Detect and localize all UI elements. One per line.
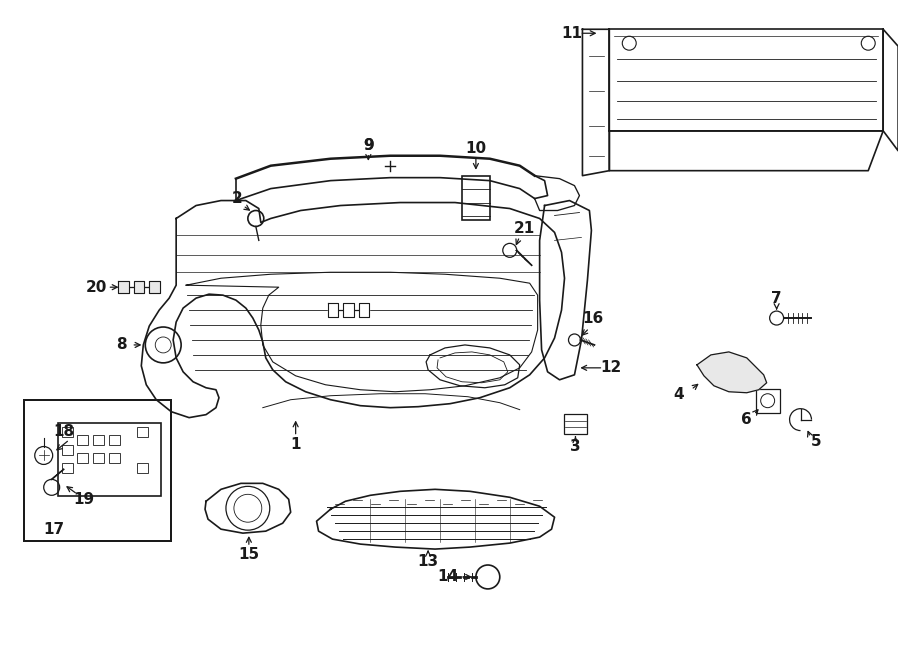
Text: 16: 16 [583, 311, 604, 326]
Text: 17: 17 [43, 522, 64, 537]
Text: 12: 12 [600, 360, 622, 375]
Polygon shape [317, 489, 554, 549]
Text: 11: 11 [561, 26, 582, 41]
Text: 14: 14 [437, 570, 459, 584]
Polygon shape [697, 352, 767, 393]
Text: 3: 3 [571, 439, 580, 454]
Text: 9: 9 [363, 138, 374, 153]
Text: 2: 2 [231, 191, 242, 206]
Text: 20: 20 [86, 280, 107, 295]
Text: 10: 10 [465, 141, 487, 156]
Text: 18: 18 [53, 424, 74, 439]
Polygon shape [328, 303, 369, 317]
Polygon shape [119, 281, 160, 293]
Text: 7: 7 [771, 291, 782, 305]
Text: 5: 5 [811, 434, 822, 449]
Bar [462, 176, 490, 221]
Text: 9: 9 [363, 138, 374, 153]
Text: 15: 15 [238, 547, 259, 562]
Text: 6: 6 [742, 412, 752, 427]
Text: 21: 21 [514, 221, 536, 236]
Text: 13: 13 [418, 553, 438, 568]
Bar [23, 400, 171, 541]
Text: 4: 4 [674, 387, 684, 403]
Polygon shape [205, 483, 291, 533]
Text: 19: 19 [73, 492, 94, 507]
Text: 8: 8 [116, 337, 127, 352]
Text: 1: 1 [291, 437, 301, 452]
